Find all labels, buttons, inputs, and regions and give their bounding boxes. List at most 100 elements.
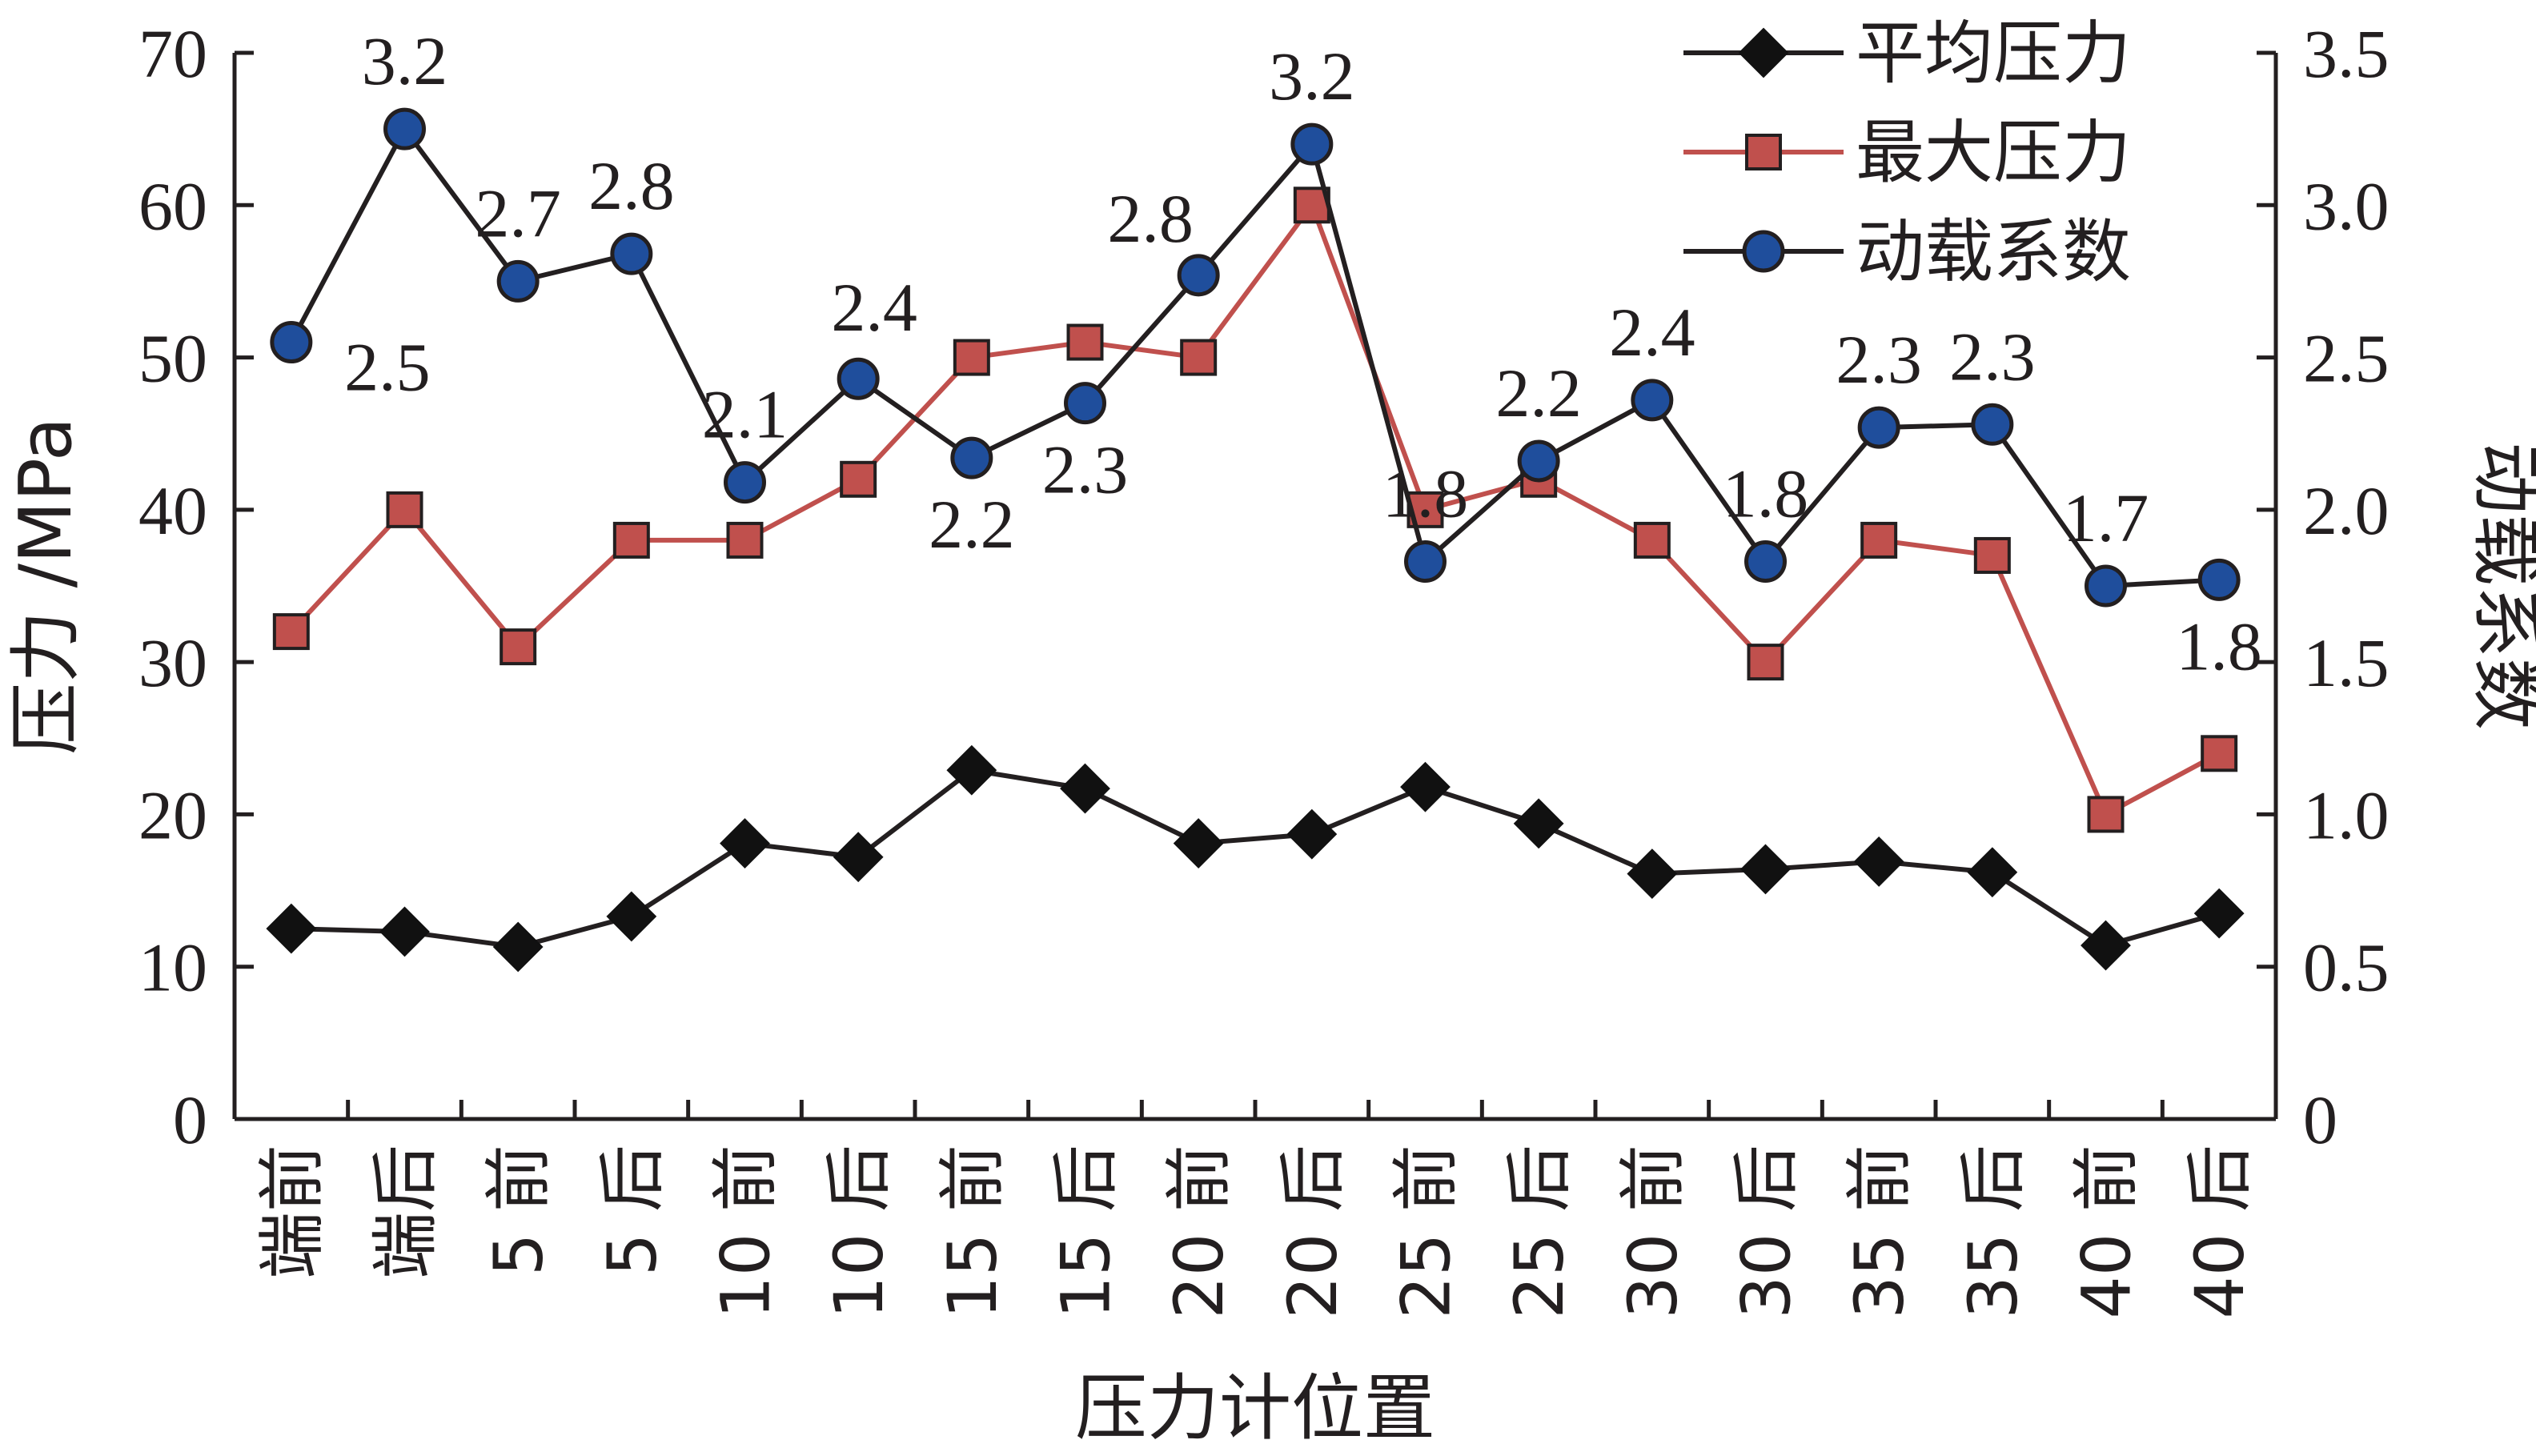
data-point <box>496 259 540 303</box>
x-tick-label: 20 前 <box>1160 1145 1238 1319</box>
x-tick-label: 端后 <box>367 1145 445 1279</box>
x-tick-label: 15 前 <box>933 1145 1012 1319</box>
legend-swatch-marker <box>1745 134 1782 170</box>
data-point <box>837 357 880 400</box>
x-tick-label: 端前 <box>253 1145 331 1279</box>
x-tick-label: 20 后 <box>1274 1145 1352 1319</box>
series-line <box>289 200 2221 818</box>
data-point <box>2085 564 2127 608</box>
data-label: 2.4 <box>831 269 917 346</box>
y-tick-label-right: 3.5 <box>2303 15 2390 92</box>
data-label: 2.2 <box>1495 355 1582 431</box>
data-point <box>2087 796 2125 833</box>
data-point <box>1173 818 1224 868</box>
data-point <box>1627 848 1678 900</box>
x-tick-label: 5 后 <box>593 1145 672 1276</box>
y-tick-label-right: 0.5 <box>2303 929 2390 1006</box>
legend-swatch-marker <box>1738 27 1789 78</box>
legend-label: 最大压力 <box>1856 113 2131 193</box>
y-tick-label-right: 2.0 <box>2303 472 2390 549</box>
data-point <box>1971 403 2014 446</box>
legend-label: 平均压力 <box>1856 14 2131 94</box>
y-tick-label-left: 60 <box>138 167 207 244</box>
data-label: 2.3 <box>1042 431 1129 508</box>
y-tick-label-right: 1.5 <box>2303 624 2390 701</box>
data-point <box>833 832 884 883</box>
data-point <box>2193 888 2245 939</box>
data-point <box>946 744 997 796</box>
data-point <box>272 613 310 651</box>
data-point <box>1400 761 1451 812</box>
legend-item: 最大压力 <box>1683 113 2131 193</box>
data-point <box>724 461 766 504</box>
data-labels: 2.5 3.2 2.7 2.8 2.1 2.4 2.2 2.3 2.8 3.2 1.8 2.2 2.4 1… <box>344 22 2262 684</box>
data-point <box>1404 540 1447 584</box>
data-point <box>840 460 877 498</box>
series-avg-pressure <box>266 744 2245 973</box>
data-point <box>612 521 650 559</box>
y-tick-label-left: 30 <box>138 624 207 701</box>
y-tick-label-left: 70 <box>138 15 207 92</box>
data-point <box>1747 644 1784 681</box>
data-point <box>606 891 657 942</box>
y-tick-label-right: 1.0 <box>2303 776 2390 853</box>
data-point <box>270 321 313 364</box>
data-label: 2.8 <box>1107 180 1194 257</box>
data-point <box>1967 847 2018 898</box>
data-point <box>1853 836 1904 887</box>
data-label: 2.2 <box>929 486 1015 563</box>
data-label: 2.8 <box>588 147 675 224</box>
y-tick-label-right: 0 <box>2303 1081 2337 1158</box>
data-point <box>1290 122 1334 166</box>
y-tick-label-right: 3.0 <box>2303 167 2390 244</box>
data-label: 1.8 <box>1382 455 1469 532</box>
series-line <box>291 768 2220 950</box>
data-point <box>1064 382 1106 425</box>
x-tick-label: 35 后 <box>1954 1145 2032 1319</box>
x-tick-label: 35 前 <box>1840 1145 1919 1319</box>
data-point <box>1513 798 1564 849</box>
data-label: 1.7 <box>2063 479 2149 556</box>
data-label: 1.8 <box>1723 455 1809 532</box>
data-point <box>1066 323 1104 361</box>
legend-item: 平均压力 <box>1683 14 2131 94</box>
data-point <box>1860 521 1898 559</box>
data-label: 2.3 <box>1836 321 1922 398</box>
data-point <box>500 628 537 666</box>
legend-label: 动载系数 <box>1856 212 2131 292</box>
y-tick-label-left: 40 <box>138 472 207 549</box>
data-point <box>953 339 990 376</box>
data-point <box>1286 808 1338 860</box>
data-label: 3.2 <box>1269 38 1355 114</box>
data-point <box>1857 406 1900 449</box>
data-point <box>2197 558 2241 601</box>
data-label: 3.2 <box>362 22 448 99</box>
data-point <box>726 521 764 559</box>
data-point <box>720 818 770 868</box>
data-point <box>492 921 544 973</box>
data-label: 2.7 <box>475 174 561 251</box>
x-tick-label: 5 前 <box>480 1145 558 1276</box>
data-point <box>1177 254 1220 297</box>
y-tick-label-left: 10 <box>138 929 207 1006</box>
data-point <box>1631 379 1674 422</box>
x-tick-label: 25 前 <box>1387 1145 1466 1319</box>
data-point <box>386 491 423 528</box>
data-point <box>266 903 317 954</box>
data-point <box>2081 920 2131 971</box>
x-tick-label: 40 后 <box>2181 1145 2259 1319</box>
data-point <box>383 107 426 150</box>
data-point <box>1060 763 1110 814</box>
y-tick-label-left: 0 <box>173 1081 207 1158</box>
x-tick-label: 10 前 <box>707 1145 785 1319</box>
data-point <box>1633 521 1671 559</box>
y-tick-label-left: 50 <box>138 320 207 397</box>
data-point <box>1744 540 1787 584</box>
data-point <box>379 906 430 957</box>
data-point <box>610 232 653 275</box>
x-tick-label: 25 后 <box>1500 1145 1579 1319</box>
data-point <box>950 436 993 479</box>
data-point <box>1517 439 1560 483</box>
